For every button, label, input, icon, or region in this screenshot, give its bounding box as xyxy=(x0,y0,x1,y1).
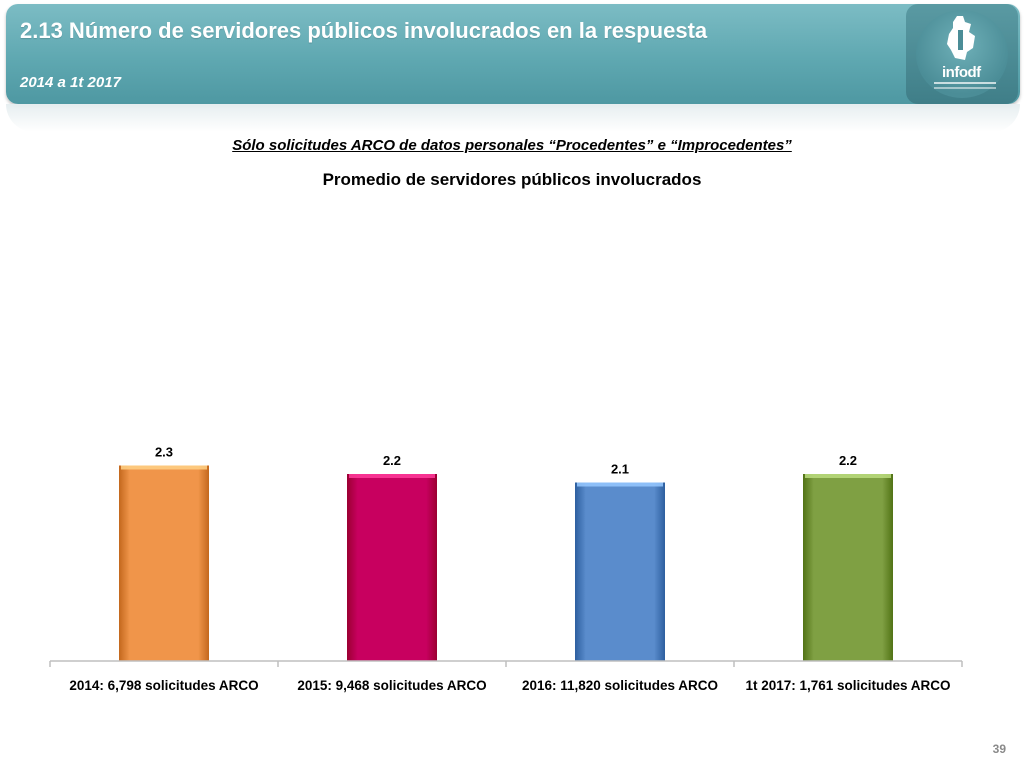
header-shadow xyxy=(6,104,1020,132)
category-label: 1t 2017: 1,761 solicitudes ARCO xyxy=(745,678,950,693)
data-label: 2.1 xyxy=(611,462,629,477)
bar-top-highlight xyxy=(577,482,663,487)
logo-text: infodf xyxy=(942,64,981,81)
category-label: 2015: 9,468 solicitudes ARCO xyxy=(297,678,486,693)
city-map-icon xyxy=(947,16,975,60)
data-label: 2.2 xyxy=(383,453,401,468)
bar-2 xyxy=(347,474,437,661)
infodf-logo: infodf xyxy=(906,4,1018,104)
bar-4 xyxy=(803,474,893,661)
data-label: 2.2 xyxy=(839,453,857,468)
page-number: 39 xyxy=(992,742,1006,756)
category-label: 2016: 11,820 solicitudes ARCO xyxy=(522,678,718,693)
category-label: 2014: 6,798 solicitudes ARCO xyxy=(69,678,258,693)
bar-3 xyxy=(575,482,665,661)
slide-title: 2.13 Número de servidores públicos invol… xyxy=(20,18,708,43)
chart-title: Promedio de servidores públicos involucr… xyxy=(322,170,702,189)
logo-caption-line-2 xyxy=(934,87,996,89)
slide-header: 2.13 Número de servidores públicos invol… xyxy=(6,4,1020,104)
chart-note: Sólo solicitudes ARCO de datos personale… xyxy=(232,137,792,154)
bar-top-highlight xyxy=(121,465,207,470)
slide-subtitle: 2014 a 1t 2017 xyxy=(20,74,121,91)
bar-top-highlight xyxy=(349,474,435,478)
data-label: 2.3 xyxy=(155,445,173,460)
bar-top-highlight xyxy=(805,474,891,478)
bar-1 xyxy=(119,465,209,661)
logo-caption-line xyxy=(934,82,996,84)
